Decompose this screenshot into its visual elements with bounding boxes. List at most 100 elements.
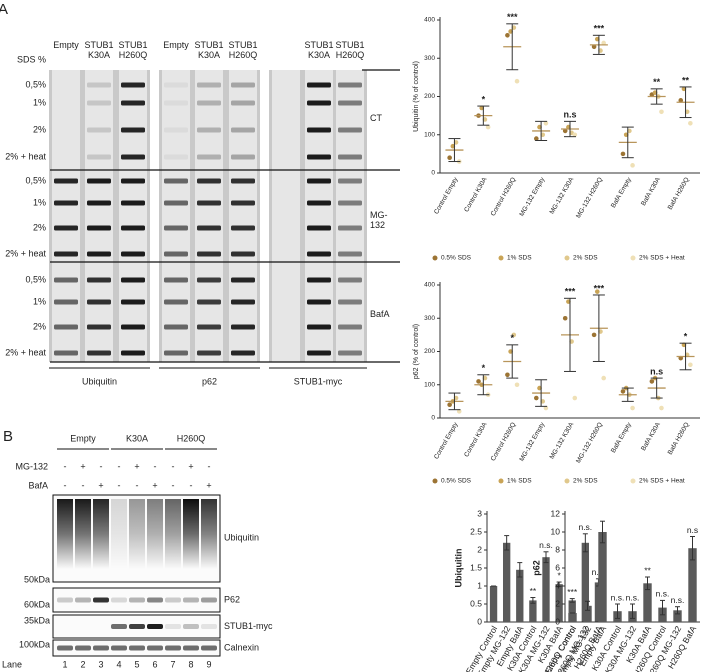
dot-band	[197, 100, 221, 106]
blot-band	[183, 624, 199, 629]
legend-swatch	[564, 478, 570, 484]
legend-label: 0.5% SDS	[441, 478, 472, 485]
blot-band	[147, 645, 163, 651]
blot-label: STUB1-myc	[224, 621, 273, 631]
dot-band	[307, 324, 331, 330]
y-tick-label: 0	[431, 170, 435, 177]
dot-band	[54, 324, 78, 330]
dot-band	[197, 324, 221, 330]
legend-swatch	[498, 255, 504, 261]
blot-band	[201, 645, 217, 651]
column-header: Empty	[163, 40, 189, 50]
y-tick-label: 100	[424, 381, 435, 388]
treatment-sign: +	[206, 480, 211, 490]
panel-label: B	[3, 428, 13, 445]
blot-band	[129, 597, 145, 603]
dot-band	[338, 178, 362, 184]
y-tick-label: 0	[555, 616, 560, 626]
row-label: 2%	[33, 222, 46, 232]
data-dot	[688, 362, 693, 368]
data-dot	[659, 109, 664, 115]
significance: n.s.	[626, 592, 640, 602]
dot-band	[231, 100, 255, 106]
sds-header: SDS %	[17, 54, 46, 64]
dot-band	[164, 251, 188, 257]
dot-band	[197, 178, 221, 184]
treatment-label: CT	[370, 113, 382, 123]
blot-smear	[57, 499, 73, 569]
dot-band	[338, 100, 362, 106]
blot-smear	[111, 499, 127, 569]
bar	[516, 569, 524, 622]
dot-band	[54, 178, 78, 184]
significance: *	[482, 363, 486, 373]
y-tick-label: 6	[555, 562, 560, 572]
data-dot	[630, 405, 635, 411]
column-header: STUB1 H260Q	[335, 40, 365, 60]
dot-band	[307, 299, 331, 305]
blot-smear	[75, 499, 91, 569]
data-dot	[562, 128, 568, 134]
x-tick-label: MG-132 K30A	[549, 176, 576, 216]
bar	[583, 605, 592, 622]
row-label: 0,5%	[25, 274, 46, 284]
treatment-label: BafA	[370, 308, 390, 319]
dot-band	[54, 299, 78, 305]
row-label: 2% + heat	[5, 347, 46, 357]
dot-band	[87, 299, 111, 305]
data-dot	[485, 124, 491, 130]
dot-band	[338, 127, 362, 133]
group-label: Ubiquitin	[82, 376, 117, 386]
significance: *	[684, 332, 688, 342]
lane-number: 9	[206, 659, 211, 669]
y-tick-label: 4	[555, 580, 560, 590]
data-dot	[591, 44, 597, 50]
size-marker: 100kDa	[19, 639, 50, 649]
blot-band	[111, 597, 127, 603]
y-tick-label: 0.5	[470, 598, 482, 608]
dot-band	[197, 225, 221, 231]
lane-number: 2	[80, 659, 85, 669]
blot-band	[147, 597, 163, 603]
dot-band	[231, 251, 255, 257]
dot-band	[197, 299, 221, 305]
dot-band	[87, 100, 111, 106]
y-axis-label: Ubiquitin	[453, 549, 463, 588]
dot-band	[87, 277, 111, 283]
treatment-sign: -	[172, 461, 175, 471]
dot-band	[307, 154, 331, 160]
dot-band	[307, 350, 331, 356]
dot-band	[197, 277, 221, 283]
y-tick-label: 200	[424, 93, 435, 100]
legend-swatch	[498, 478, 504, 484]
significance: **	[682, 75, 690, 85]
dot-band	[54, 200, 78, 206]
dot-band	[121, 127, 145, 133]
dot-band	[164, 178, 188, 184]
legend-swatch	[630, 255, 636, 261]
treatment-sign: +	[152, 480, 157, 490]
dot-band	[54, 277, 78, 283]
dot-band	[231, 299, 255, 305]
blot-smear	[129, 499, 145, 569]
dot-band	[338, 277, 362, 283]
dot-band	[87, 324, 111, 330]
significance: *	[482, 94, 486, 104]
significance: **	[644, 565, 651, 575]
dot-band	[231, 225, 255, 231]
y-tick-label: 10	[551, 526, 561, 536]
blot-band	[57, 645, 73, 651]
y-tick-label: 300	[424, 315, 435, 322]
dot-band	[164, 127, 188, 133]
dot-band	[307, 225, 331, 231]
column-header: Empty	[53, 40, 79, 50]
data-dot	[447, 402, 452, 408]
legend-label: 1% SDS	[507, 478, 532, 485]
dot-band	[231, 178, 255, 184]
blot-band	[111, 624, 127, 629]
dot-band	[121, 324, 145, 330]
dot-band	[121, 277, 145, 283]
dot-band	[338, 299, 362, 305]
significance: n.s	[687, 525, 698, 535]
blot-band	[75, 597, 91, 603]
